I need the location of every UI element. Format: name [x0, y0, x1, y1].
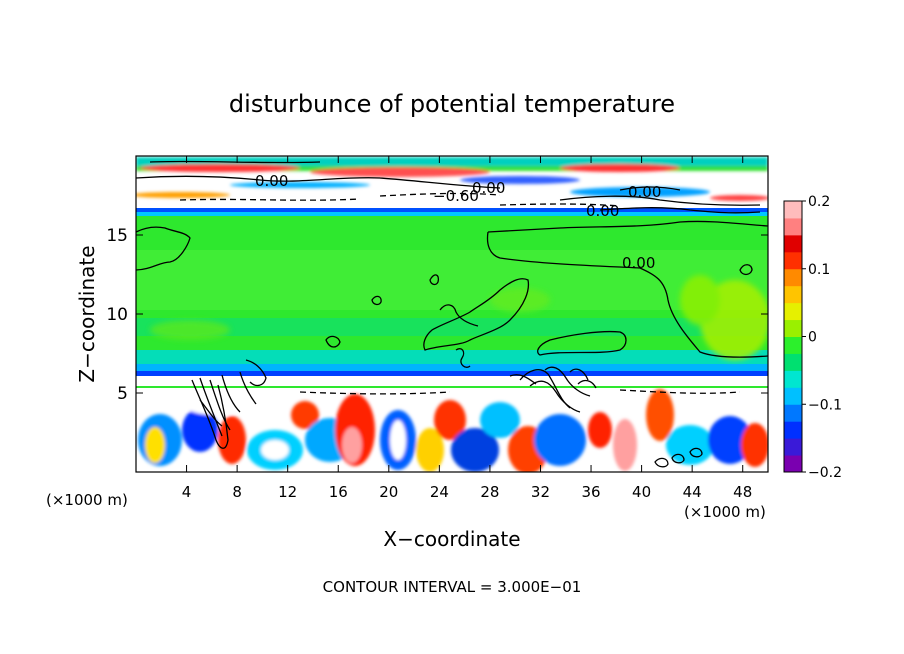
contour-lines [136, 160, 768, 468]
boundary-layer-blobs [138, 389, 768, 472]
x-tick-label: 40 [632, 483, 651, 501]
x-tick-label: 12 [278, 483, 297, 501]
contour-strat-dash3 [499, 203, 621, 207]
z-unit-label: (×1000 m) [46, 491, 128, 509]
contour-strat-dash [379, 192, 501, 197]
contour-label: 0.00 [622, 254, 655, 272]
contour-dashed-low [619, 389, 741, 394]
colorbar-swatch [784, 455, 802, 473]
colorbar-swatch [784, 217, 802, 236]
contour-label: 0.00 [472, 179, 505, 197]
contour-label: −0.60 [433, 187, 479, 205]
colorbar-swatch [784, 353, 802, 371]
y-axis-ticks: 5 10 15 [106, 226, 768, 404]
contour-interval-note: CONTOUR INTERVAL = 3.000E−01 [323, 578, 582, 596]
colorbar-swatch [784, 421, 802, 439]
contour-zero-left [136, 226, 191, 271]
contour-label: 0.00 [255, 172, 288, 190]
colorbar-swatch [784, 268, 802, 287]
contour-cluster-left [191, 359, 267, 449]
colorbar-tick-label: 0 [808, 330, 817, 346]
mid-band-light [136, 250, 768, 310]
contour-wave-2 [455, 348, 471, 368]
contour-small-6 [671, 453, 685, 464]
colorbar-tick-label: 0.2 [808, 194, 830, 210]
x-tick-label: 28 [480, 483, 499, 501]
x-tick-label: 36 [581, 483, 600, 501]
contour-zero-drop [486, 231, 768, 358]
colorbar-swatch [784, 336, 802, 354]
colorbar-swatch [784, 370, 802, 388]
contour-label: 0.00 [586, 202, 619, 220]
colorbar-swatch [784, 319, 802, 337]
colorbar-swatch [784, 387, 802, 405]
colorbar-tick-label: −0.1 [808, 397, 842, 413]
contour-strat-3 [599, 207, 761, 214]
contour-small-3 [429, 274, 440, 286]
mid-band-blue [136, 371, 768, 376]
strat-boundary-blue [136, 208, 768, 212]
contour-small-2 [371, 295, 382, 306]
contour-strat-4 [619, 186, 681, 191]
colorbar-swatch [784, 285, 802, 304]
contour-small-7 [689, 447, 703, 458]
colorbar [784, 201, 802, 473]
x-tick-label: 48 [733, 483, 752, 501]
mid-band-lightblue [136, 364, 768, 371]
plot-area [136, 156, 768, 472]
contour-labels: 0.00 −0.60 0.00 0.00 0.00 0.00 [255, 172, 661, 272]
x-tick-label: 32 [531, 483, 550, 501]
colorbar-labels: 0.2 0.1 0 −0.1 −0.2 [802, 194, 842, 481]
colorbar-swatch [784, 438, 802, 456]
y-axis-label: Z−coordinate [75, 245, 99, 382]
mid-band-cyan [136, 350, 768, 364]
colorbar-swatch [784, 201, 802, 219]
contour-strat-dash2 [179, 198, 361, 201]
colorbar-swatch [784, 251, 802, 270]
colorbar-swatch [784, 234, 802, 253]
x-tick-label: 20 [379, 483, 398, 501]
strat-boundary-cyan [136, 212, 768, 216]
contour-strat-1 [136, 175, 501, 189]
contour-label: 0.00 [628, 183, 661, 201]
colorbar-tick-label: −0.2 [808, 465, 842, 481]
mid-band-white [136, 376, 768, 386]
colorbar-tick-label: 0.1 [808, 262, 830, 278]
chart-title: disturbunce of potential temperature [229, 90, 675, 118]
strat-colored-band [136, 157, 768, 201]
x-tick-label: 24 [430, 483, 449, 501]
contour-zero-main [487, 220, 768, 233]
x-tick-label: 8 [232, 483, 242, 501]
x-tick-label: 4 [182, 483, 192, 501]
contour-small-5 [654, 457, 669, 468]
contour-small-4 [739, 264, 753, 276]
y-tick-label: 15 [106, 226, 128, 246]
contour-zero-mid [423, 278, 530, 351]
x-axis-label: X−coordinate [383, 527, 520, 551]
contour-wave-1 [439, 304, 479, 327]
contour-dashed-low2 [299, 391, 451, 395]
contour-zero-right [537, 330, 627, 356]
x-unit-label: (×1000 m) [684, 503, 766, 521]
contour-cluster-right [509, 366, 597, 413]
x-tick-label: 16 [329, 483, 348, 501]
contour-small-1 [325, 335, 341, 348]
warm-patches [150, 275, 768, 360]
contour-strat-5 [149, 160, 321, 164]
y-tick-label: 5 [117, 384, 128, 404]
colorbar-swatch [784, 302, 802, 321]
colorbar-swatch [784, 404, 802, 422]
x-tick-label: 44 [683, 483, 702, 501]
contour-strat-2 [559, 195, 761, 206]
y-tick-label: 10 [106, 305, 128, 325]
x-axis-ticks: 4 8 12 16 20 24 28 32 36 40 44 48 [182, 156, 752, 501]
